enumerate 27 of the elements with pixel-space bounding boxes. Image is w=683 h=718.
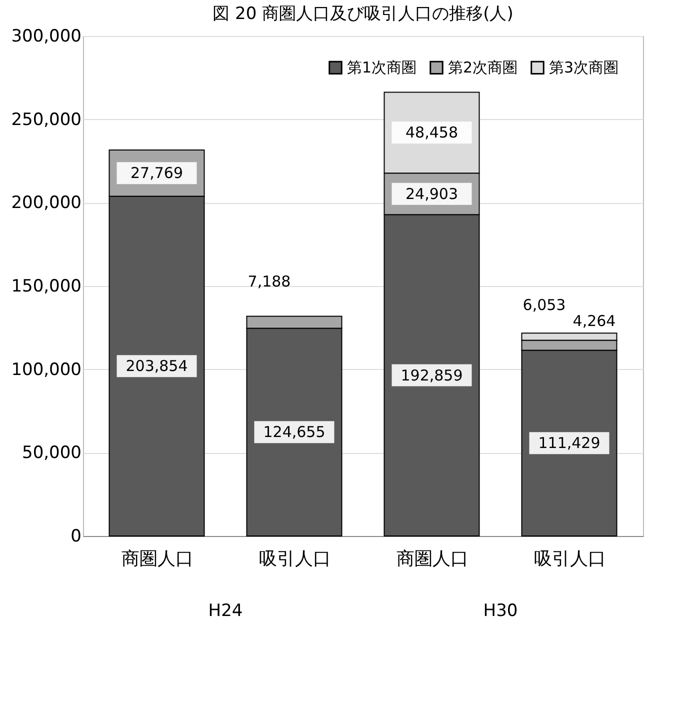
x-tick-label: 商圏人口	[121, 548, 194, 570]
chart-title: 図 20 商圏人口及び吸引人口の推移(人)	[212, 4, 514, 24]
x-tick-label: 吸引人口	[534, 548, 606, 570]
data-label: 203,854	[126, 357, 188, 376]
legend-label: 第1次商圏	[347, 58, 417, 77]
data-label: 6,053	[522, 296, 566, 314]
text: H24	[208, 601, 243, 621]
y-tick-label: 250,000	[11, 110, 82, 130]
text: H30	[483, 601, 518, 621]
y-tick-label: 50,000	[22, 443, 82, 464]
x-tick-label: 商圏人口	[396, 548, 468, 570]
data-label: 124,655	[263, 423, 326, 442]
data-label: 7,188	[248, 272, 291, 290]
y-tick-label: 300,000	[11, 26, 82, 46]
legend-label: 第3次商圏	[549, 58, 619, 77]
legend-label: 第2次商圏	[448, 58, 518, 77]
data-label: 192,859	[400, 366, 463, 384]
y-tick-label: 150,000	[11, 276, 82, 296]
y-tick-label: 200,000	[11, 193, 82, 214]
x-tick-label: 吸引人口	[258, 548, 331, 570]
data-label: 24,903	[406, 184, 458, 203]
data-label: 4,264	[572, 312, 616, 330]
y-tick-label: 100,000	[11, 360, 82, 380]
data-label: 111,429	[538, 434, 600, 452]
y-tick-label: 0	[70, 526, 82, 546]
data-label: 27,769	[130, 164, 183, 182]
data-label: 48,458	[406, 124, 458, 142]
